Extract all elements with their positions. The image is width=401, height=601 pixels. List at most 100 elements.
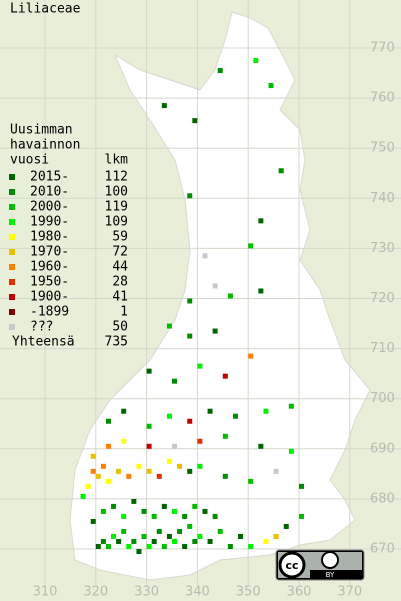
observation-square <box>187 298 193 304</box>
legend-count: 1 <box>120 305 128 320</box>
x-tick-label: 350 <box>236 585 261 600</box>
legend-label: 1970- <box>30 245 69 260</box>
observation-square <box>227 543 233 549</box>
observation-square <box>166 458 172 464</box>
observation-square <box>192 118 198 124</box>
legend-swatch <box>9 189 15 195</box>
observation-square <box>131 538 137 544</box>
observation-square <box>136 463 142 469</box>
legend-swatch <box>9 279 15 285</box>
observation-square <box>116 468 122 474</box>
legend-label: 2010- <box>30 185 69 200</box>
observation-square <box>238 533 244 539</box>
legend-count: 44 <box>112 260 128 275</box>
observation-square <box>100 463 106 469</box>
observation-square <box>268 83 274 89</box>
y-tick-label: 760 <box>370 91 395 106</box>
cc-icon <box>278 551 306 579</box>
legend-total: 735 <box>105 335 128 350</box>
observation-square <box>187 193 193 199</box>
observation-square <box>121 528 127 534</box>
observation-square <box>253 58 259 64</box>
observation-square <box>212 283 218 289</box>
observation-square <box>283 523 289 529</box>
legend-swatch <box>9 324 15 330</box>
observation-square <box>187 523 193 529</box>
observation-square <box>100 538 106 544</box>
observation-square <box>273 533 279 539</box>
observation-square <box>258 443 264 449</box>
observation-square <box>121 513 127 519</box>
y-tick-label: 730 <box>370 241 395 256</box>
observation-square <box>161 543 167 549</box>
y-tick-label: 720 <box>370 291 395 306</box>
observation-square <box>126 473 132 479</box>
observation-square <box>90 468 96 474</box>
observation-square <box>202 253 208 259</box>
observation-square <box>217 528 223 534</box>
observation-square <box>151 538 157 544</box>
observation-square <box>299 483 304 489</box>
legend-label: 1990- <box>30 215 69 230</box>
observation-square <box>202 508 208 514</box>
cc-text: cc <box>285 559 298 572</box>
observation-square <box>100 508 106 514</box>
x-tick-label: 360 <box>287 585 312 600</box>
observation-square <box>161 103 167 109</box>
observation-square <box>177 528 183 534</box>
observation-square <box>146 423 152 429</box>
observation-square <box>227 293 233 299</box>
observation-square <box>146 368 152 374</box>
by-bar <box>310 570 362 578</box>
observation-square <box>172 508 177 514</box>
legend-count: 41 <box>112 290 128 305</box>
legend-count: 59 <box>112 230 128 245</box>
legend-label: 1980- <box>30 230 69 245</box>
legend-label: 2000- <box>30 200 69 215</box>
legend-heading: vuosi <box>10 153 49 168</box>
observation-square <box>192 503 198 509</box>
observation-square <box>105 478 111 484</box>
observation-square <box>207 538 213 544</box>
legend-count: 109 <box>105 215 128 230</box>
map-title: Liliaceae <box>10 2 81 17</box>
x-tick-label: 320 <box>83 585 108 600</box>
observation-square <box>80 493 86 499</box>
observation-square <box>136 549 142 554</box>
legend-count: 100 <box>105 185 128 200</box>
observation-square <box>172 378 177 384</box>
legend-swatch <box>9 204 15 210</box>
observation-square <box>248 353 254 359</box>
x-tick-label: 370 <box>337 585 362 600</box>
observation-square <box>146 468 152 474</box>
legend-label: -1899 <box>30 305 69 320</box>
observation-square <box>299 513 304 519</box>
y-tick-label: 670 <box>370 542 395 557</box>
observation-square <box>182 543 188 549</box>
observation-square <box>85 483 91 489</box>
observation-square <box>131 498 137 504</box>
y-tick-label: 740 <box>370 191 395 206</box>
observation-square <box>192 538 198 544</box>
legend-count-heading: lkm <box>105 153 129 168</box>
legend-swatch <box>9 264 15 270</box>
observation-square <box>187 418 193 424</box>
observation-square <box>258 288 264 294</box>
legend-label: 1960- <box>30 260 69 275</box>
x-tick-label: 340 <box>185 585 210 600</box>
observation-square <box>258 218 264 224</box>
observation-square <box>177 463 183 469</box>
observation-square <box>121 438 127 444</box>
y-tick-label: 700 <box>370 391 395 406</box>
observation-square <box>90 453 96 459</box>
legend-count: 119 <box>105 200 128 215</box>
observation-square <box>207 408 213 414</box>
observation-square <box>166 323 172 329</box>
observation-square <box>187 333 193 339</box>
legend-label: 2015- <box>30 170 69 185</box>
legend-heading: Uusimman <box>10 123 73 138</box>
observation-square <box>278 168 284 174</box>
observation-square <box>248 478 254 484</box>
